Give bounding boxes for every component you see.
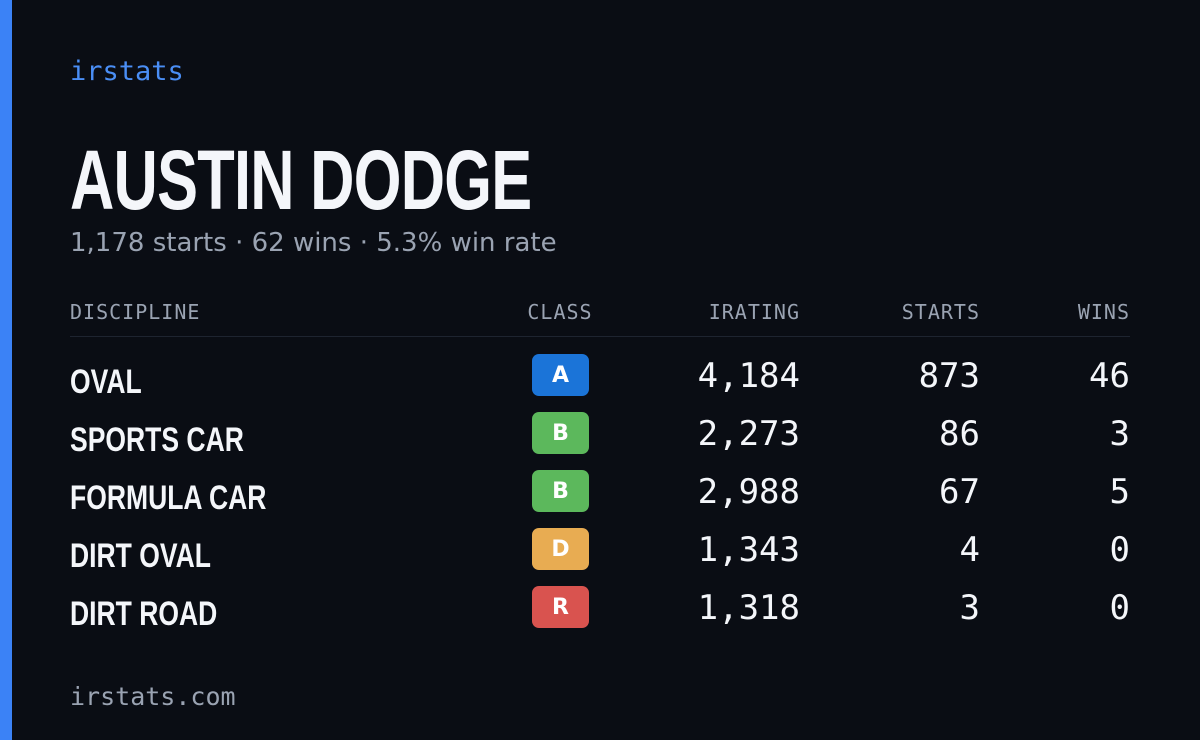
discipline: SPORTS CAR — [70, 421, 244, 459]
header-rule — [70, 336, 1130, 337]
column-header: CLASS — [527, 300, 593, 324]
starts: 86 — [939, 414, 980, 454]
wins: 3 — [1109, 414, 1130, 454]
irating: 1,343 — [697, 530, 800, 570]
irating: 4,184 — [697, 356, 800, 396]
column-header: WINS — [1077, 300, 1130, 324]
brand: irstats — [70, 56, 184, 87]
column-header: DISCIPLINE — [70, 300, 201, 324]
starts: 67 — [939, 472, 980, 512]
class-badge: B — [532, 470, 589, 512]
irating: 2,273 — [697, 414, 800, 454]
wins: 46 — [1089, 356, 1130, 396]
driver-name: AUSTIN DODGE — [70, 133, 532, 227]
discipline: DIRT OVAL — [70, 537, 211, 575]
class-badge: D — [532, 528, 589, 570]
class-badge: R — [532, 586, 589, 628]
irating: 2,988 — [697, 472, 800, 512]
starts: 4 — [959, 530, 980, 570]
wins: 5 — [1109, 472, 1130, 512]
discipline: FORMULA CAR — [70, 479, 267, 517]
discipline: OVAL — [70, 363, 142, 401]
column-header: STARTS — [901, 300, 980, 324]
wins: 0 — [1109, 588, 1130, 628]
class-badge: B — [532, 412, 589, 454]
starts: 3 — [959, 588, 980, 628]
class-badge: A — [532, 354, 589, 396]
irating: 1,318 — [697, 588, 800, 628]
driver-summary: 1,178 starts · 62 wins · 5.3% win rate — [70, 228, 557, 258]
footer: irstats.com — [70, 682, 236, 711]
wins: 0 — [1109, 530, 1130, 570]
discipline: DIRT ROAD — [70, 595, 218, 633]
accent-bar — [0, 0, 12, 740]
column-header: IRATING — [708, 300, 800, 324]
starts: 873 — [918, 356, 980, 396]
